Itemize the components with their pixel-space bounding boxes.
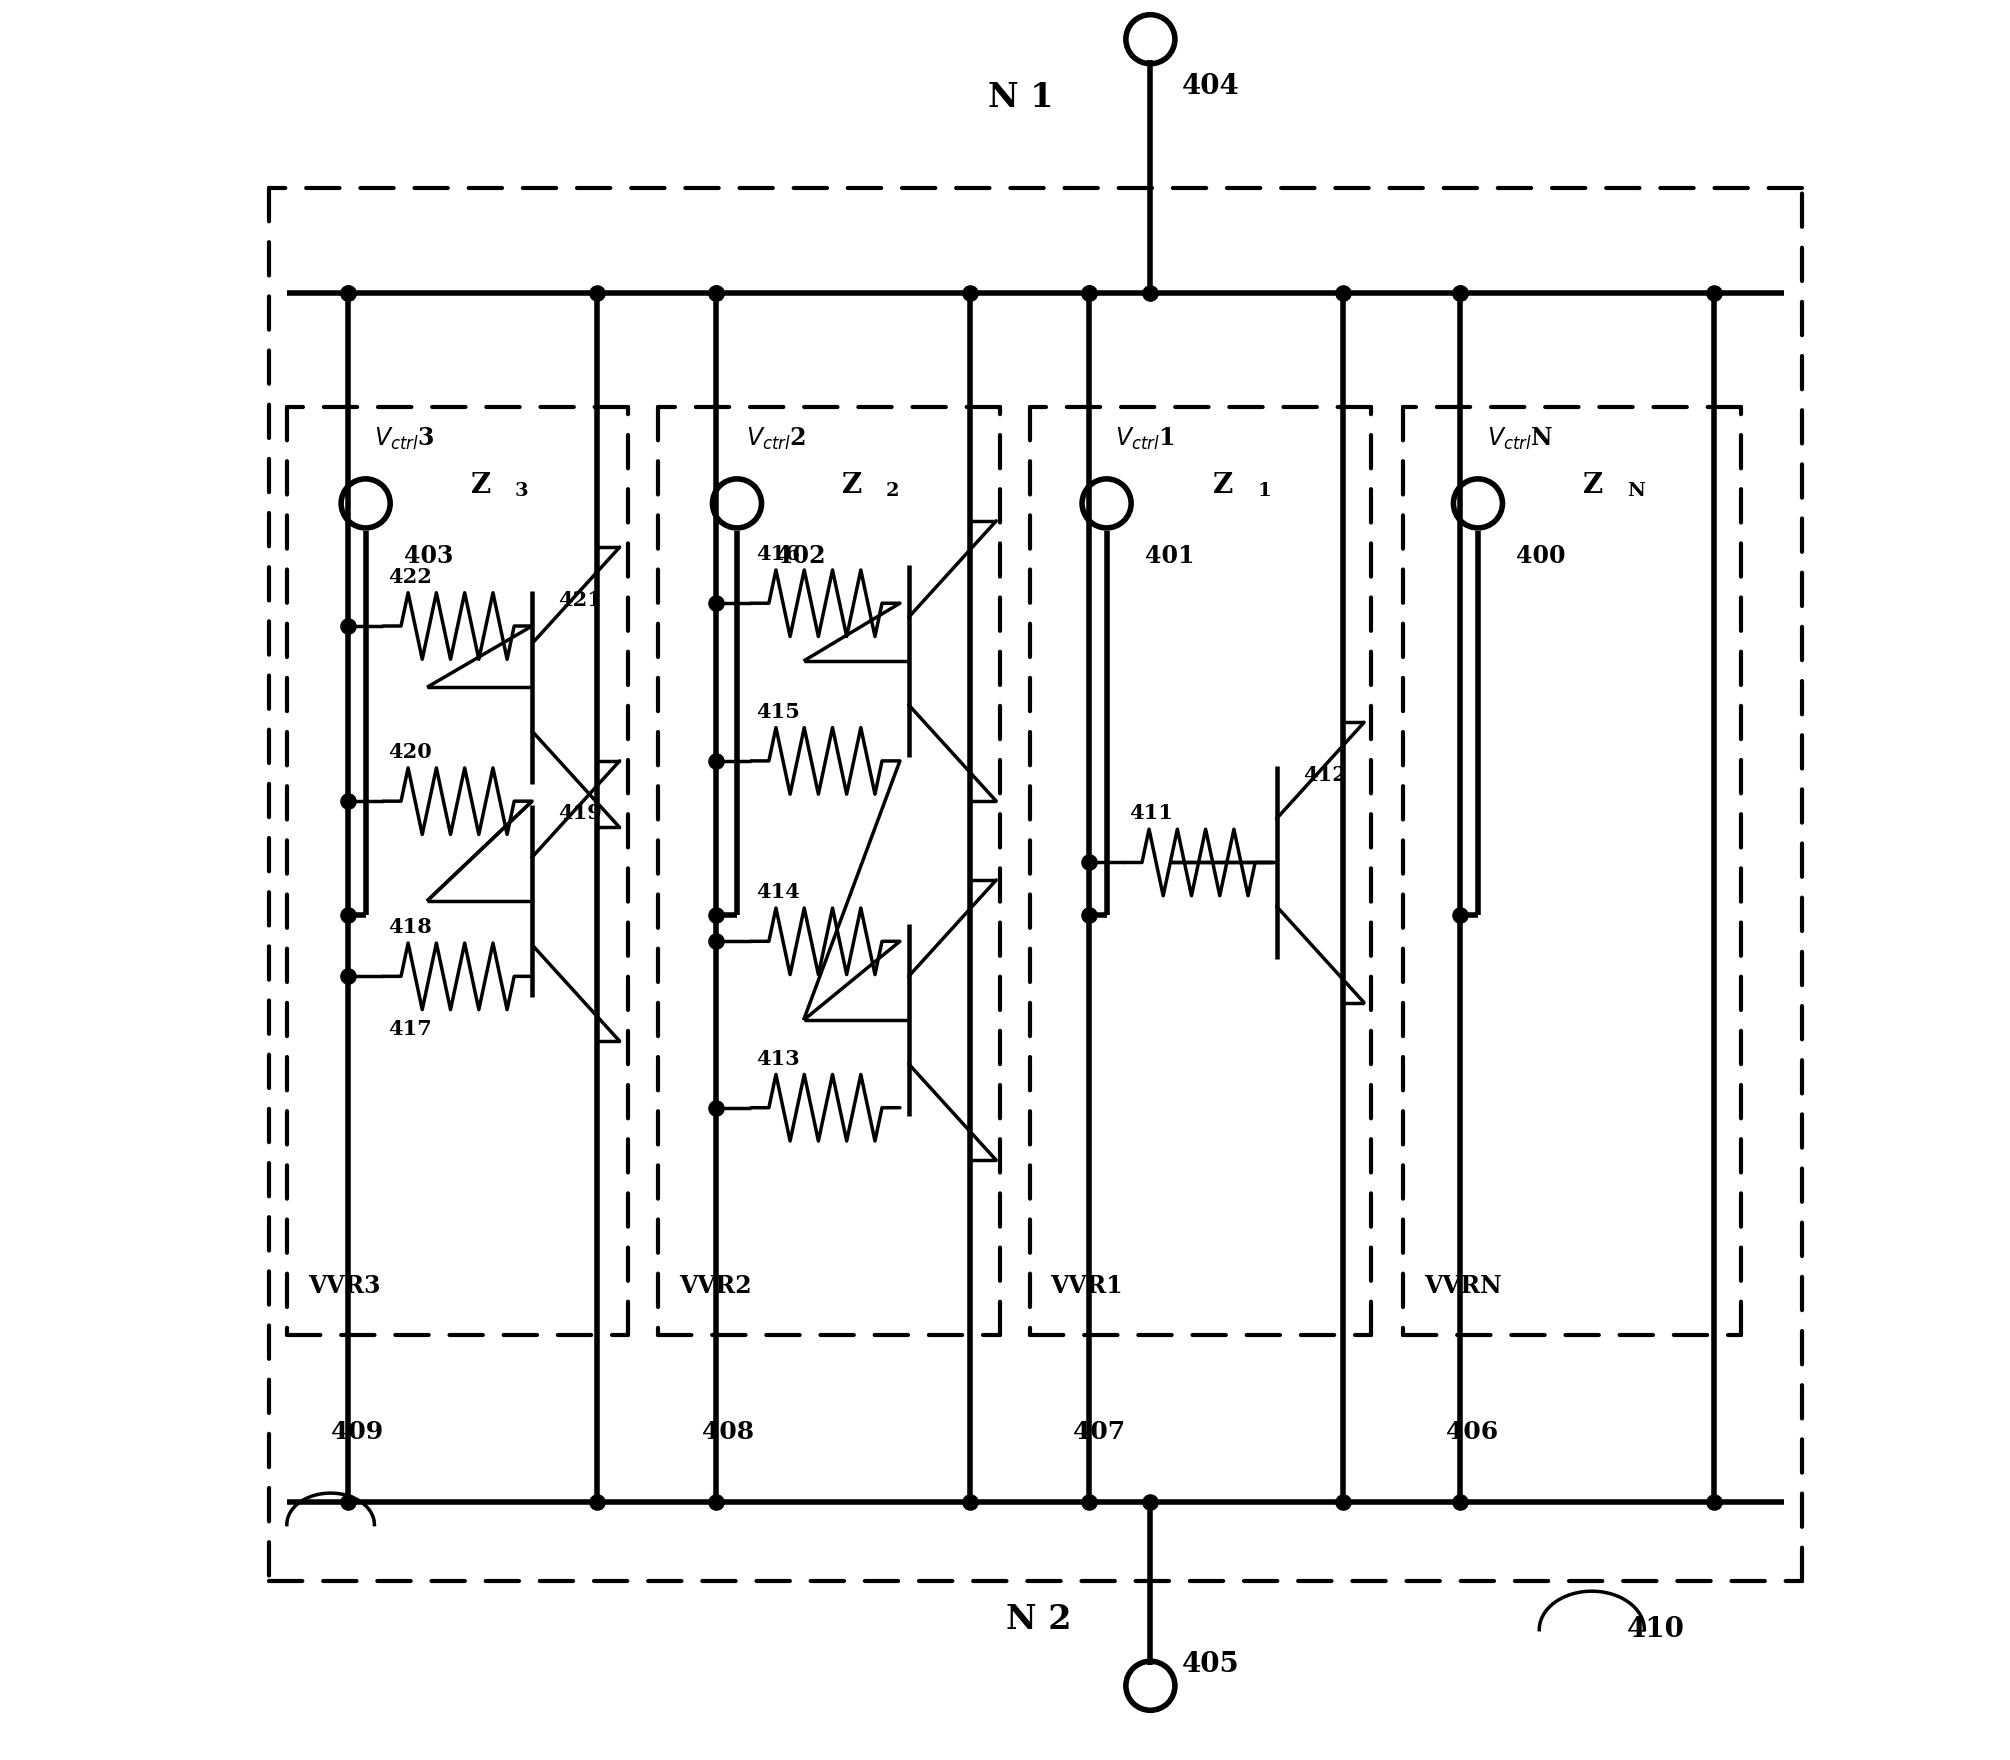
Text: 405: 405	[1182, 1651, 1240, 1679]
Text: N 1: N 1	[989, 81, 1053, 113]
Text: N 2: N 2	[1007, 1603, 1071, 1635]
Point	[699, 590, 732, 618]
Text: 412: 412	[1302, 766, 1347, 785]
Point	[581, 1487, 613, 1515]
Text: 421: 421	[559, 590, 603, 609]
Point	[699, 1093, 732, 1121]
Text: 417: 417	[388, 1019, 432, 1038]
Point	[1445, 280, 1477, 308]
Text: 414: 414	[756, 882, 800, 903]
Point	[1073, 280, 1106, 308]
Point	[699, 901, 732, 929]
Point	[699, 280, 732, 308]
Text: 403: 403	[404, 544, 454, 568]
Point	[1073, 280, 1106, 308]
Text: Z: Z	[1214, 472, 1234, 500]
Point	[1073, 1487, 1106, 1515]
Text: $V_{ctrl}$3: $V_{ctrl}$3	[374, 426, 434, 452]
Text: 413: 413	[756, 1049, 800, 1068]
Text: 422: 422	[388, 567, 432, 588]
Text: VVR1: VVR1	[1051, 1274, 1124, 1299]
Text: VVR2: VVR2	[679, 1274, 752, 1299]
Text: 408: 408	[701, 1420, 754, 1443]
Text: 411: 411	[1130, 803, 1174, 824]
Point	[332, 280, 364, 308]
Point	[699, 746, 732, 774]
Point	[332, 901, 364, 929]
Text: 3: 3	[515, 482, 529, 500]
Text: VVRN: VVRN	[1423, 1274, 1501, 1299]
Point	[332, 963, 364, 991]
Point	[332, 787, 364, 815]
Point	[1327, 1487, 1359, 1515]
Text: 418: 418	[388, 917, 432, 938]
Point	[1134, 280, 1166, 308]
Point	[955, 1487, 987, 1515]
Text: Z: Z	[842, 472, 862, 500]
Point	[1073, 848, 1106, 876]
Text: Z: Z	[470, 472, 490, 500]
Text: 2: 2	[886, 482, 898, 500]
Text: 409: 409	[330, 1420, 382, 1443]
Point	[581, 280, 613, 308]
Point	[1445, 1487, 1477, 1515]
Text: 420: 420	[388, 743, 432, 762]
Point	[1445, 280, 1477, 308]
Point	[955, 280, 987, 308]
Text: 1: 1	[1256, 482, 1270, 500]
Text: $V_{ctrl}$2: $V_{ctrl}$2	[746, 426, 806, 452]
Text: 400: 400	[1516, 544, 1566, 568]
Point	[332, 612, 364, 641]
Text: N: N	[1626, 482, 1644, 500]
Text: $V_{ctrl}$N: $V_{ctrl}$N	[1487, 426, 1554, 452]
Point	[699, 1487, 732, 1515]
Text: Z: Z	[1584, 472, 1604, 500]
Point	[1327, 280, 1359, 308]
Point	[332, 280, 364, 308]
Text: $V_{ctrl}$1: $V_{ctrl}$1	[1116, 426, 1176, 452]
Text: 406: 406	[1447, 1420, 1499, 1443]
Point	[1073, 901, 1106, 929]
Point	[1134, 1487, 1166, 1515]
Text: 404: 404	[1182, 72, 1240, 100]
Text: 402: 402	[776, 544, 824, 568]
Text: 419: 419	[559, 803, 603, 824]
Text: 416: 416	[756, 544, 800, 565]
Point	[699, 928, 732, 956]
Point	[1698, 1487, 1731, 1515]
Text: 415: 415	[756, 702, 800, 722]
Text: VVR3: VVR3	[308, 1274, 380, 1299]
Point	[1445, 901, 1477, 929]
Text: 401: 401	[1146, 544, 1194, 568]
Point	[1698, 280, 1731, 308]
Point	[699, 280, 732, 308]
Text: 407: 407	[1073, 1420, 1126, 1443]
Text: 410: 410	[1626, 1616, 1684, 1644]
Point	[332, 1487, 364, 1515]
